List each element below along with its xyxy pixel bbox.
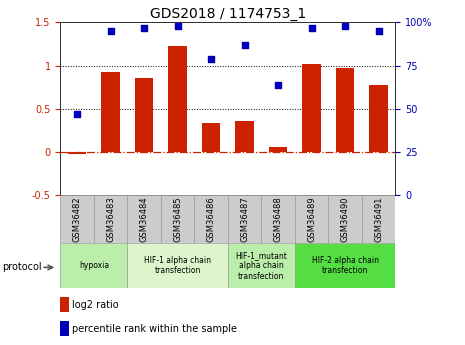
Bar (228, 243, 295, 288)
Bar (68, 152, 86, 154)
Bar (101, 72, 120, 152)
Text: GSM36485: GSM36485 (173, 196, 182, 242)
Bar (94, 195, 127, 243)
Bar (302, 64, 321, 152)
Bar (194, 195, 228, 243)
Bar (362, 195, 395, 243)
Text: HIF-1_mutant
alpha chain
transfection: HIF-1_mutant alpha chain transfection (235, 251, 287, 280)
Text: GSM36483: GSM36483 (106, 196, 115, 242)
Bar (295, 195, 328, 243)
Bar (127, 195, 161, 243)
Text: protocol: protocol (2, 263, 42, 272)
Text: log2 ratio: log2 ratio (72, 300, 119, 309)
Bar (202, 123, 220, 152)
Point (274, 82, 282, 87)
Text: GSM36489: GSM36489 (307, 196, 316, 242)
Bar (127, 243, 228, 288)
Text: GSM36486: GSM36486 (206, 196, 216, 242)
Bar (261, 195, 295, 243)
Point (73, 111, 81, 117)
Point (107, 28, 114, 34)
Text: GSM36490: GSM36490 (340, 196, 350, 242)
Text: GSM36482: GSM36482 (73, 196, 82, 242)
Point (174, 23, 181, 29)
Point (375, 28, 382, 34)
Bar (295, 243, 395, 288)
Bar (235, 121, 254, 152)
Bar (369, 85, 388, 152)
Point (341, 23, 349, 29)
Bar (336, 68, 354, 152)
Title: GDS2018 / 1174753_1: GDS2018 / 1174753_1 (150, 7, 306, 21)
Bar (60, 243, 127, 288)
Text: GSM36487: GSM36487 (240, 196, 249, 242)
Bar (228, 195, 261, 243)
Bar (328, 195, 362, 243)
Point (241, 42, 248, 48)
Text: hypoxia: hypoxia (79, 261, 109, 270)
Text: GSM36488: GSM36488 (273, 196, 283, 242)
Text: HIF-2 alpha chain
transfection: HIF-2 alpha chain transfection (312, 256, 379, 275)
Text: GSM36484: GSM36484 (140, 196, 149, 242)
Bar (168, 46, 187, 152)
Text: percentile rank within the sample: percentile rank within the sample (72, 324, 237, 334)
Text: GSM36491: GSM36491 (374, 196, 383, 242)
Point (207, 56, 215, 61)
Bar (135, 78, 153, 152)
Bar (269, 147, 287, 152)
Point (308, 25, 315, 30)
Bar (161, 195, 194, 243)
Text: HIF-1 alpha chain
transfection: HIF-1 alpha chain transfection (144, 256, 211, 275)
Point (140, 25, 148, 30)
Bar (60, 195, 94, 243)
